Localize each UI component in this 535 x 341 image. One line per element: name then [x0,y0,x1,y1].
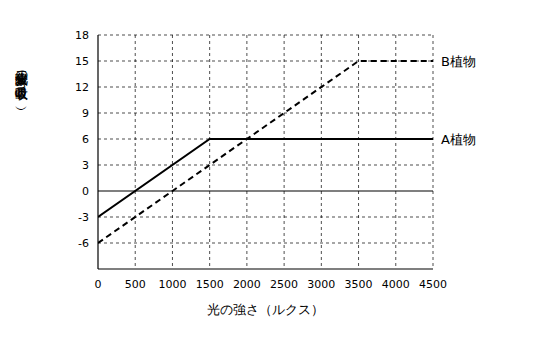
y-grid-line [98,35,433,36]
series-line [98,139,433,217]
y-tick-label: 9 [82,107,89,120]
x-tick-label: 500 [125,278,146,291]
x-grid-line [395,35,396,269]
grid [98,35,433,269]
x-grid-line [246,35,247,269]
x-grid-line [321,35,322,269]
y-tick-label: 3 [82,159,89,172]
x-grid-line [135,35,136,269]
x-tick-label: 3500 [345,278,373,291]
y-axis-title: 二酸化炭素の吸収量（mg） [15,62,30,110]
x-tick-label: 4500 [419,278,447,291]
x-axis-title: 光の強さ（ルクス） [207,302,324,317]
y-grid-line [98,113,433,114]
y-tick-label: -6 [78,237,89,250]
y-axis [97,35,98,269]
x-tick-label: 3000 [307,278,335,291]
y-grid-line [98,217,433,218]
y-grid-line [98,87,433,88]
y-tick-label: 18 [75,29,89,42]
x-tick-label: 2500 [270,278,298,291]
x-axis [98,268,433,269]
x-tick-label: 2000 [233,278,261,291]
x-tick-label: 1500 [196,278,224,291]
x-tick-label: 1000 [158,278,186,291]
chart-container: -6 -3 0 3 6 9 12 15 18 0 500 1000 1500 2000 2500 3000 35… [0,0,535,341]
series-label: B植物 [441,54,476,69]
x-grid-line [284,35,285,269]
zero-line [98,190,433,191]
x-grid-line [433,35,434,269]
y-tick-label: 0 [82,185,89,198]
x-tick-label: 0 [95,278,102,291]
series-label: A植物 [441,132,476,147]
series-group [98,61,433,243]
y-grid-line [98,243,433,244]
series-line [98,61,433,243]
y-tick-label: 15 [75,55,89,68]
chart-svg: -6 -3 0 3 6 9 12 15 18 0 500 1000 1500 2000 2500 3000 35… [0,0,535,341]
x-grid-line [172,35,173,269]
y-tick-label: -3 [78,211,89,224]
y-tick-label: 6 [82,133,89,146]
x-grid-line [358,35,359,269]
y-tick-label: 12 [75,81,89,94]
x-tick-label: 4000 [382,278,410,291]
x-grid-line [209,35,210,269]
y-grid-line [98,165,433,166]
